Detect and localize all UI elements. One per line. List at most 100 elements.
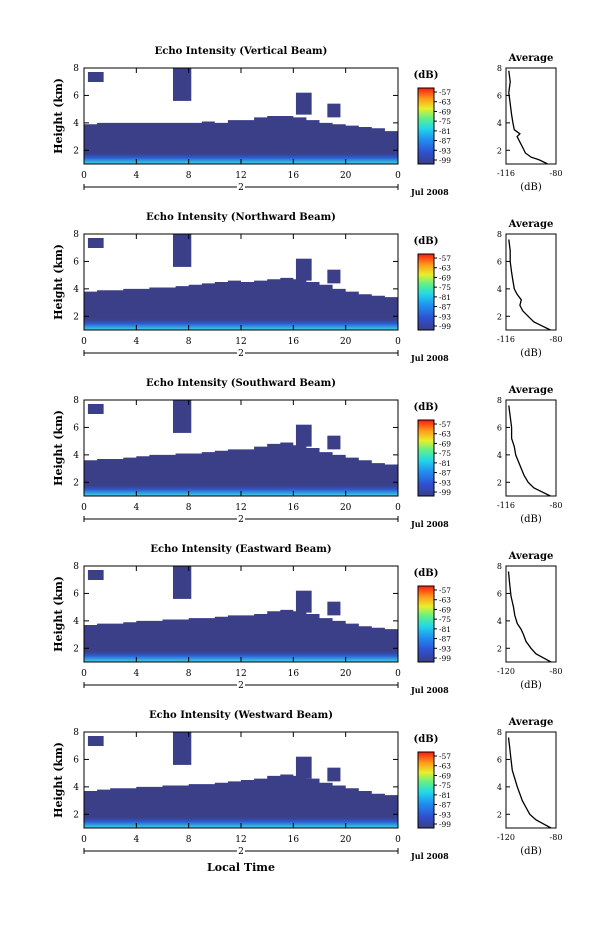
colorbar-tick-label: -69 <box>439 439 451 448</box>
colorbar-tick-label: -63 <box>439 596 451 605</box>
echo-plume <box>327 601 341 616</box>
colorbar-tick-label: -57 <box>439 88 451 97</box>
average-x-tick-label: -80 <box>550 335 563 344</box>
y-axis-label: Height (km) <box>52 410 65 486</box>
echo-plume <box>327 767 341 782</box>
average-y-tick-label: 4 <box>497 451 502 460</box>
colorbar <box>417 253 435 331</box>
average-xlabel: (dB) <box>520 846 542 857</box>
average-x-tick-label: -80 <box>550 169 563 178</box>
colorbar-tick-label: -87 <box>439 635 451 644</box>
colorbar-tick-label: -87 <box>439 303 451 312</box>
surface-echo-band <box>84 151 398 164</box>
date-marker: 2 <box>238 349 244 359</box>
colorbar-tick-label: -63 <box>439 762 451 771</box>
average-y-tick-label: 6 <box>497 91 502 100</box>
y-tick-label: 4 <box>73 617 79 627</box>
colorbar-label: (dB) <box>414 70 439 81</box>
echo-patch <box>87 72 104 82</box>
average-profile-line <box>508 405 551 497</box>
x-tick-label: 4 <box>133 171 139 181</box>
colorbar-label: (dB) <box>414 568 439 579</box>
colorbar-tick-label: -87 <box>439 801 451 810</box>
average-x-tick-label: -116 <box>497 501 515 510</box>
x-tick-label: 8 <box>186 835 192 845</box>
echo-plume <box>172 566 192 599</box>
echo-plume <box>295 756 312 779</box>
date-marker-bg <box>237 348 245 358</box>
x-tick-label: 4 <box>133 669 139 679</box>
colorbar-tick-label: -57 <box>439 254 451 263</box>
x-tick-label: 12 <box>235 503 246 513</box>
average-y-tick-label: 8 <box>497 562 502 571</box>
y-axis-label: Height (km) <box>52 244 65 320</box>
y-tick-label: 2 <box>73 644 79 654</box>
date-marker-bg <box>237 846 245 856</box>
average-x-tick-label: -116 <box>497 169 515 178</box>
y-axis-label: Height (km) <box>52 78 65 154</box>
average-title: Average <box>508 53 554 64</box>
average-xlabel: (dB) <box>520 680 542 691</box>
chart-panel-2: Echo Intensity (Northward Beam)0 4 8 12 16 20… <box>52 212 562 363</box>
x-tick-label: 8 <box>186 669 192 679</box>
x-tick-label: 0 <box>395 503 401 513</box>
x-tick-label: 20 <box>340 835 352 845</box>
colorbar-tick-label: -69 <box>439 107 451 116</box>
y-tick-label: 8 <box>73 562 79 572</box>
colorbar-label: (dB) <box>414 402 439 413</box>
average-x-tick-label: -120 <box>497 833 515 842</box>
echo-plume <box>295 92 312 115</box>
average-profile-line <box>508 239 551 331</box>
y-tick-label: 2 <box>73 810 79 820</box>
echo-plume <box>295 258 312 281</box>
colorbar-tick-label: -99 <box>439 654 451 663</box>
colorbar-tick-label: -63 <box>439 98 451 107</box>
y-axis-label: Height (km) <box>52 576 65 652</box>
colorbar-tick-label: -93 <box>439 644 451 653</box>
y-tick-label: 8 <box>73 64 79 74</box>
colorbar-tick-label: -81 <box>439 459 451 468</box>
average-frame <box>505 233 557 331</box>
x-tick-label: 16 <box>288 669 300 679</box>
surface-echo-band <box>84 483 398 496</box>
y-tick-label: 6 <box>73 257 79 267</box>
colorbar-tick-label: -75 <box>439 117 451 126</box>
echo-plume <box>172 68 192 101</box>
echo-plume <box>172 400 192 433</box>
colorbar-tick-label: -99 <box>439 488 451 497</box>
colorbar-tick-label: -57 <box>439 752 451 761</box>
x-tick-label: 16 <box>288 503 300 513</box>
x-tick-label: 12 <box>235 835 246 845</box>
colorbar-tick-label: -93 <box>439 146 451 155</box>
chart-title: Echo Intensity (Westward Beam) <box>149 710 333 721</box>
colorbar-tick-label: -93 <box>439 478 451 487</box>
x-tick-label: 0 <box>395 669 401 679</box>
colorbar-tick-label: -69 <box>439 605 451 614</box>
y-tick-label: 8 <box>73 728 79 738</box>
average-y-tick-label: 2 <box>497 810 502 819</box>
echo-plume <box>327 269 341 284</box>
y-tick-label: 8 <box>73 396 79 406</box>
colorbar-tick-label: -69 <box>439 771 451 780</box>
x-tick-label: 8 <box>186 337 192 347</box>
date-marker: 2 <box>238 515 244 525</box>
x-tick-label: 20 <box>340 171 352 181</box>
colorbar-tick-label: -99 <box>439 322 451 331</box>
average-y-tick-label: 8 <box>497 230 502 239</box>
colorbar <box>417 87 435 165</box>
average-y-tick-label: 4 <box>497 119 502 128</box>
y-tick-label: 2 <box>73 146 79 156</box>
average-profile-line <box>508 70 548 165</box>
chart-title: Echo Intensity (Southward Beam) <box>146 378 336 389</box>
average-x-tick-label: -120 <box>497 667 515 676</box>
colorbar-label: (dB) <box>414 236 439 247</box>
x-tick-label: 12 <box>235 337 246 347</box>
x-tick-label: 16 <box>288 835 300 845</box>
average-y-tick-label: 6 <box>497 257 502 266</box>
average-y-tick-label: 2 <box>497 312 502 321</box>
average-y-tick-label: 4 <box>497 617 502 626</box>
average-y-tick-label: 8 <box>497 728 502 737</box>
colorbar-tick-label: -87 <box>439 469 451 478</box>
average-title: Average <box>508 219 554 230</box>
